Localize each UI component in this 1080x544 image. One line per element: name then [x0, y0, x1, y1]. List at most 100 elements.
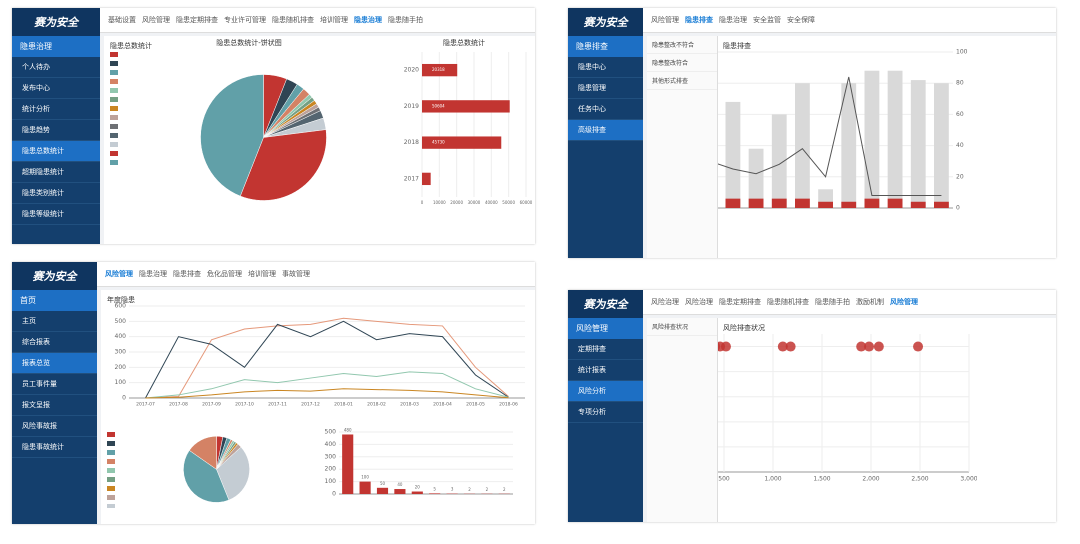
x-tick-label: 30000	[468, 200, 481, 205]
nav-item[interactable]: 风险治理	[685, 298, 713, 306]
sub-menu-item[interactable]: 其他形式排查	[647, 72, 717, 90]
chart: 隐患总数统计 0 10000 20000 30000 40000 50000 60000 202…	[404, 38, 533, 205]
bar	[864, 70, 880, 208]
sidebar-item[interactable]: 隐患总数统计	[12, 141, 100, 162]
sidebar-item[interactable]: 隐患管理	[568, 78, 643, 99]
x-tick-label: 2018-05	[466, 402, 485, 408]
bar	[864, 198, 880, 208]
nav-item[interactable]: 风险管理	[651, 16, 679, 24]
sub-menu-item[interactable]: 隐患整改不符合	[647, 36, 717, 54]
nav-item[interactable]: 事故管理	[282, 270, 310, 278]
sidebar-item[interactable]: 隐患趋势	[12, 120, 100, 141]
sidebar-item[interactable]: 发布中心	[12, 78, 100, 99]
sidebar-header[interactable]: 风险管理	[568, 318, 643, 339]
sidebar-item[interactable]: 主页	[12, 311, 97, 332]
nav-item[interactable]: 安全监管	[753, 16, 781, 24]
legend-swatch	[107, 441, 115, 446]
bar-value: 45730	[432, 140, 445, 145]
legend-swatch	[107, 504, 115, 509]
sidebar-header[interactable]: 隐患排查	[568, 36, 643, 57]
sidebar-item[interactable]: 风险事故报	[12, 416, 97, 437]
nav-item[interactable]: 隐患随机排查	[767, 298, 809, 306]
nav-item[interactable]: 隐患随手拍	[815, 298, 850, 306]
sidebar: 赛为安全 风险管理 定期排查 统计报表 风险分析 专项分析	[568, 290, 643, 522]
bar-value: 50604	[432, 103, 445, 108]
sidebar-item[interactable]: 隐患中心	[568, 57, 643, 78]
bar	[725, 198, 741, 208]
legend-swatch	[110, 61, 118, 66]
y-tick-label: 300	[115, 349, 127, 356]
point	[864, 341, 875, 352]
nav-item[interactable]: 风险管理	[142, 16, 170, 24]
screenshot-panel: 赛为安全 首页 主页 综合报表 报表总览 员工事件量 报文呈报 风险事故报 隐患事故统计 风险管理…	[12, 262, 535, 524]
sub-menu-item[interactable]: 隐患整改符合	[647, 54, 717, 72]
sidebar-item[interactable]: 隐患事故统计	[12, 437, 97, 458]
bar	[887, 70, 903, 208]
x-tick-label: 500	[718, 476, 730, 483]
nav-item[interactable]: 风险管理	[890, 298, 918, 306]
sidebar-item[interactable]: 隐患等级统计	[12, 204, 100, 225]
nav-item[interactable]: 专业许可管理	[224, 16, 266, 24]
nav-item[interactable]: 培训管理	[248, 270, 276, 278]
sidebar-item[interactable]: 高级排查	[568, 120, 643, 141]
nav-item[interactable]: 隐患随手拍	[388, 16, 423, 24]
nav-item[interactable]: 激励机制	[856, 298, 884, 306]
sidebar-item[interactable]: 超期隐患统计	[12, 162, 100, 183]
x-tick-label: 50000	[502, 200, 515, 205]
x-tick-label: 2017-08	[169, 402, 188, 408]
x-tick-label: 1,500	[813, 476, 830, 483]
nav-item[interactable]: 风险治理	[651, 298, 679, 306]
bar	[841, 83, 857, 208]
nav-item[interactable]: 隐患治理	[719, 16, 747, 24]
nav-item[interactable]: 风险管理	[105, 270, 133, 278]
bar	[841, 201, 857, 208]
nav-item[interactable]: 隐患排查	[173, 270, 201, 278]
sidebar-item[interactable]: 专项分析	[568, 402, 643, 423]
nav-item[interactable]: 隐患治理	[139, 270, 167, 278]
x-tick-label: 20000	[450, 200, 463, 205]
sidebar-item[interactable]: 综合报表	[12, 332, 97, 353]
sidebar-item[interactable]: 统计分析	[12, 99, 100, 120]
sub-menu-item[interactable]: 风险排查状况	[647, 318, 717, 336]
content-title: 隐患总数统计	[110, 42, 152, 50]
sidebar-item[interactable]: 个人待办	[12, 57, 100, 78]
chart: 隐患总数统计-饼状图	[110, 38, 327, 201]
sidebar-item[interactable]: 定期排查	[568, 339, 643, 360]
nav-item[interactable]: 培训管理	[320, 16, 348, 24]
sidebar-item[interactable]: 报文呈报	[12, 395, 97, 416]
nav-item[interactable]: 安全保障	[787, 16, 815, 24]
chart-title: 隐患总数统计	[443, 38, 485, 47]
nav-item[interactable]: 隐患定期排查	[719, 298, 761, 306]
bar-value: 2	[503, 487, 506, 492]
bar-value: 5	[433, 486, 436, 491]
x-tick-label: 1,000	[764, 476, 781, 483]
y2-tick-label: 0	[956, 205, 960, 212]
nav-item[interactable]: 基础设置	[108, 16, 136, 24]
bar-value: 2	[486, 487, 489, 492]
sub-menu: 风险排查状况	[647, 318, 718, 522]
x-tick-label: 60000	[520, 200, 533, 205]
line	[145, 317, 509, 399]
nav-item[interactable]: 隐患定期排查	[176, 16, 218, 24]
pie-slice	[200, 74, 264, 197]
sidebar-item[interactable]: 统计报表	[568, 360, 643, 381]
sidebar-item[interactable]: 隐患类别统计	[12, 183, 100, 204]
logo: 赛为安全	[568, 8, 643, 36]
x-tick-label: 2018-06	[499, 402, 518, 408]
sidebar-item[interactable]: 任务中心	[568, 99, 643, 120]
sidebar-item[interactable]: 报表总览	[12, 353, 97, 374]
line	[145, 388, 509, 399]
nav-item[interactable]: 隐患治理	[354, 16, 382, 24]
sub-menu: 隐患整改不符合 隐患整改符合 其他形式排查	[647, 36, 718, 258]
nav-item[interactable]: 隐患随机排查	[272, 16, 314, 24]
nav-item[interactable]: 危化品管理	[207, 270, 242, 278]
sidebar-header[interactable]: 隐患治理	[12, 36, 100, 57]
sidebar-item[interactable]: 员工事件量	[12, 374, 97, 395]
sidebar: 赛为安全 隐患治理 个人待办 发布中心 统计分析 隐患趋势 隐患总数统计 超期隐患统计 隐患类别…	[12, 8, 100, 244]
sidebar-item[interactable]: 风险分析	[568, 381, 643, 402]
nav-item[interactable]: 隐患排查	[685, 16, 713, 24]
y-tick-label: 0	[122, 395, 126, 402]
logo: 赛为安全	[568, 290, 643, 318]
sidebar-header[interactable]: 首页	[12, 290, 97, 311]
content: 隐患整改不符合隐患整改符合其他形式排查隐患排查01020304050020406…	[647, 36, 1056, 258]
